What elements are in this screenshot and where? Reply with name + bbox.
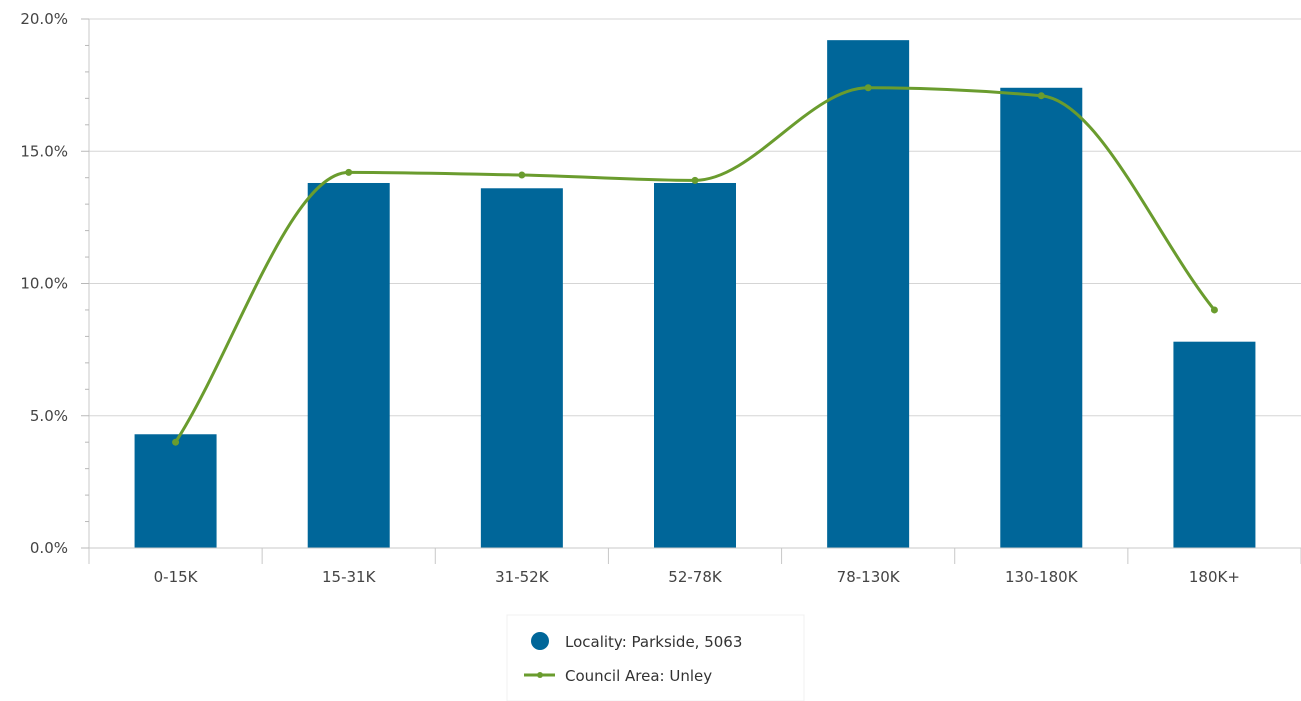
bar[interactable]: [307, 182, 390, 549]
x-axis: 0-15K 15-31K 31-52K 52-78K 78-130K 130-180K 18…: [88, 547, 1301, 586]
legend-item-line-series[interactable]: Council Area: Unley: [524, 667, 712, 685]
y-tick-label: 20.0%: [20, 10, 68, 28]
line-point[interactable]: [172, 438, 180, 446]
x-tick-label: 180K+: [1189, 568, 1240, 586]
x-tick-label: 0-15K: [154, 568, 199, 586]
x-tick-label: 15-31K: [322, 568, 377, 586]
bar[interactable]: [134, 434, 217, 548]
legend-circle-marker: [531, 632, 549, 650]
bar-series: [134, 40, 1256, 549]
bar[interactable]: [1173, 341, 1256, 548]
line-point[interactable]: [1037, 92, 1045, 100]
legend-label-bar-series: Locality: Parkside, 5063: [565, 633, 742, 651]
legend-item-bar-series[interactable]: Locality: Parkside, 5063: [531, 632, 742, 651]
bar[interactable]: [1000, 87, 1083, 549]
legend: Locality: Parkside, 5063 Council Area: U…: [506, 614, 805, 701]
y-tick-label: 10.0%: [20, 275, 68, 293]
legend-label-line-series: Council Area: Unley: [565, 667, 712, 685]
y-tick-label: 0.0%: [30, 539, 68, 557]
line-point[interactable]: [518, 171, 526, 179]
x-tick-label: 78-130K: [837, 568, 901, 586]
bar[interactable]: [480, 188, 563, 548]
line-point[interactable]: [691, 176, 699, 184]
y-tick-label: 5.0%: [30, 407, 68, 425]
y-axis: 0.0% 5.0% 10.0% 15.0% 20.0%: [20, 10, 90, 557]
line-point[interactable]: [864, 84, 872, 92]
x-tick-label: 52-78K: [668, 568, 723, 586]
legend-dot-marker: [537, 672, 543, 678]
line-series: [172, 84, 1218, 446]
x-tick-label: 130-180K: [1005, 568, 1079, 586]
y-tick-label: 15.0%: [20, 142, 68, 160]
x-tick-label: 31-52K: [495, 568, 550, 586]
bar[interactable]: [654, 182, 736, 549]
bar[interactable]: [827, 40, 910, 548]
line-point[interactable]: [1210, 306, 1218, 314]
line-point[interactable]: [345, 168, 353, 176]
legend-box: [506, 614, 805, 701]
